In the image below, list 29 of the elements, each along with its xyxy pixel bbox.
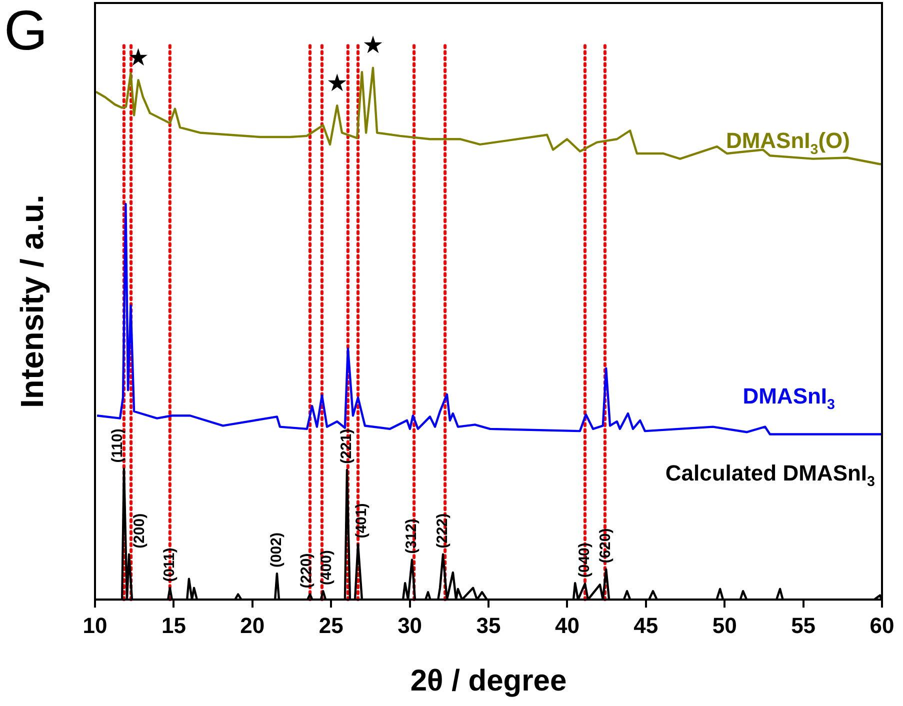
- annotation: (401): [353, 503, 370, 538]
- annotation: ★: [362, 31, 384, 60]
- annotation: ★: [326, 68, 348, 97]
- annotation: (200): [131, 513, 148, 548]
- chart-title: G: [4, 0, 48, 62]
- x-tick-label: 60: [870, 612, 894, 638]
- annotation: (400): [318, 550, 336, 586]
- x-tick-label: 15: [161, 612, 186, 638]
- x-tick-label: 40: [554, 612, 580, 638]
- annotation: (312): [403, 518, 420, 554]
- x-tick-label: 25: [318, 612, 344, 638]
- x-tick-label: 50: [712, 612, 737, 638]
- annotation: (040): [576, 542, 594, 578]
- annotation: (002): [268, 532, 286, 568]
- annotation: (220): [298, 553, 316, 588]
- annotation: (222): [434, 513, 452, 548]
- x-tick-label: 30: [398, 612, 422, 638]
- x-tick-label: 10: [82, 612, 108, 638]
- x-axis-title: 2θ / degree: [410, 664, 567, 698]
- annotation: (011): [161, 548, 178, 582]
- y-axis-title: Intensity / a.u.: [14, 194, 50, 408]
- x-tick-label: 45: [634, 612, 658, 638]
- annotation: ★: [128, 43, 150, 72]
- annotation: (221): [338, 428, 356, 464]
- x-tick-label: 35: [476, 612, 501, 638]
- x-tick-label: 20: [240, 612, 265, 638]
- annotation: (110): [109, 428, 126, 463]
- x-tick-label: 55: [791, 612, 816, 638]
- annotation: (620): [597, 528, 614, 564]
